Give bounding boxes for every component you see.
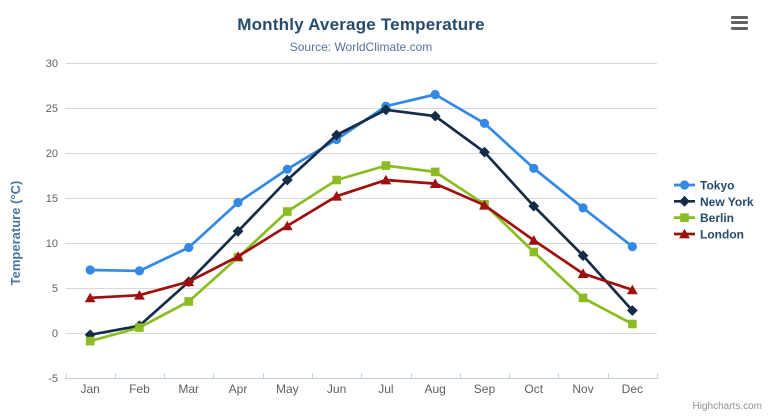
legend-marker-new-york [679, 195, 690, 207]
y-axis-label: -5 [48, 373, 58, 385]
data-point-berlin[interactable] [628, 319, 637, 329]
x-axis-label: Sep [474, 382, 496, 396]
data-point-berlin[interactable] [135, 323, 144, 332]
data-point-berlin[interactable] [85, 336, 95, 346]
y-axis-label: 10 [46, 238, 58, 250]
legend-label: Berlin [700, 211, 734, 225]
data-point-london[interactable] [281, 220, 293, 231]
data-point-london[interactable] [232, 251, 244, 261]
export-menu-button[interactable] [729, 14, 751, 34]
data-point-berlin[interactable] [332, 175, 341, 185]
y-axis-label: 25 [46, 103, 58, 115]
x-axis-label: Apr [229, 382, 248, 396]
x-axis-label: Nov [572, 382, 593, 396]
legend-item-london[interactable]: London [674, 227, 744, 241]
data-point-new-york[interactable] [626, 305, 638, 316]
data-point-tokyo[interactable] [282, 164, 292, 174]
series-line-london[interactable] [88, 178, 634, 300]
data-point-berlin[interactable] [529, 247, 539, 257]
data-point-tokyo[interactable] [233, 197, 243, 208]
legend-label: New York [700, 195, 754, 209]
y-axis-label: 5 [52, 283, 58, 295]
x-axis-label: Feb [129, 382, 150, 396]
series-new-york [84, 104, 638, 341]
hamburger-icon [731, 26, 748, 30]
data-point-new-york[interactable] [331, 129, 343, 141]
legend-item-berlin[interactable]: Berlin [674, 211, 734, 225]
credits-link[interactable]: Highcharts.com [692, 401, 762, 412]
y-axis-label: 20 [46, 148, 58, 160]
hamburger-icon [731, 21, 748, 25]
x-axis-label: Jun [327, 382, 346, 396]
data-point-tokyo[interactable] [430, 89, 440, 100]
data-point-tokyo[interactable] [578, 203, 588, 213]
series-line-new-york[interactable] [88, 108, 634, 337]
chart-title: Monthly Average Temperature [237, 15, 485, 34]
x-axis-label: Mar [178, 382, 199, 396]
data-point-london[interactable] [626, 284, 638, 295]
data-point-new-york[interactable] [429, 110, 441, 122]
x-axis-label: May [276, 382, 299, 396]
x-axis-label: Oct [524, 382, 543, 396]
data-point-new-york[interactable] [479, 146, 490, 158]
series-london [84, 174, 638, 303]
data-point-berlin[interactable] [283, 207, 292, 216]
data-point-berlin[interactable] [184, 297, 194, 306]
data-point-london[interactable] [429, 178, 441, 188]
x-axis-label: Dec [622, 382, 643, 396]
data-point-berlin[interactable] [578, 293, 588, 303]
data-point-berlin[interactable] [430, 167, 440, 177]
legend-marker-berlin [680, 213, 689, 222]
legend-marker-tokyo [679, 180, 690, 190]
legend-item-tokyo[interactable]: Tokyo [674, 179, 734, 193]
hamburger-icon [731, 16, 748, 19]
data-point-london[interactable] [84, 292, 96, 303]
y-axis-label: 0 [52, 328, 58, 340]
data-point-new-york[interactable] [528, 200, 540, 212]
data-point-london[interactable] [134, 290, 145, 300]
x-axis-label: Jul [378, 382, 393, 396]
data-point-london[interactable] [331, 191, 343, 201]
y-axis-title: Temperature (°C) [8, 181, 23, 286]
legend: Tokyo New York Berlin London [674, 179, 754, 241]
legend-item-new-york[interactable]: New York [674, 195, 754, 209]
legend-marker-london [679, 228, 690, 239]
data-point-tokyo[interactable] [184, 242, 194, 253]
legend-label: Tokyo [700, 179, 734, 193]
data-point-tokyo[interactable] [529, 163, 539, 173]
series-line-berlin[interactable] [88, 164, 634, 343]
data-point-tokyo[interactable] [134, 266, 145, 276]
data-point-tokyo[interactable] [627, 242, 637, 252]
series-tokyo [85, 89, 637, 276]
data-point-london[interactable] [479, 200, 490, 210]
data-point-london[interactable] [380, 174, 392, 185]
data-point-new-york[interactable] [577, 250, 589, 261]
data-point-tokyo[interactable] [479, 118, 490, 128]
data-point-tokyo[interactable] [85, 265, 95, 275]
data-point-berlin[interactable] [381, 161, 391, 170]
y-axis-label: 30 [46, 58, 58, 70]
data-point-london[interactable] [183, 276, 195, 287]
chart-subtitle: Source: WorldClimate.com [289, 40, 433, 54]
data-point-new-york[interactable] [232, 225, 244, 237]
data-point-london[interactable] [577, 268, 589, 278]
y-axis-label: 15 [46, 193, 58, 205]
x-axis-label: Aug [425, 382, 446, 396]
data-point-new-york[interactable] [281, 174, 293, 186]
legend-label: London [700, 227, 744, 241]
data-point-new-york[interactable] [380, 104, 392, 116]
x-axis-label: Jan [80, 382, 99, 396]
data-point-london[interactable] [528, 235, 540, 245]
